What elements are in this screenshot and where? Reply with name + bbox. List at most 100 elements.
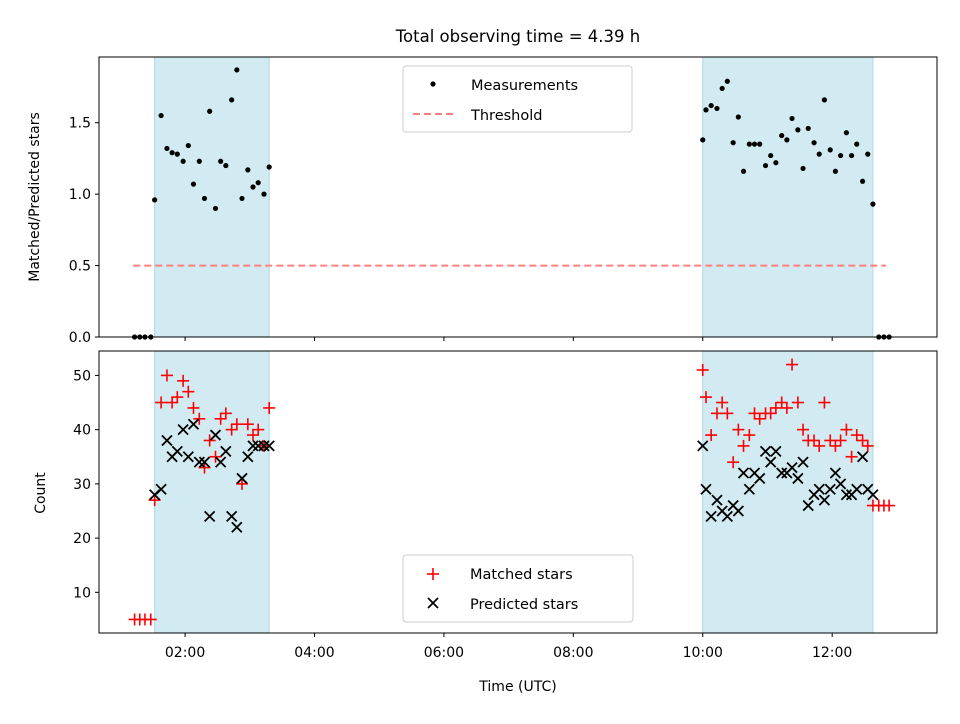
measurement-point [196, 158, 202, 164]
predicted-marker-stroke [856, 451, 869, 463]
predicted-marker-stroke [732, 505, 744, 517]
matched-star-marker [171, 391, 184, 404]
predicted-marker-stroke [759, 445, 772, 457]
matched-star-marker [236, 477, 249, 490]
observing-spans [154, 56, 874, 338]
matched-star-marker [834, 434, 847, 447]
measurement-point [239, 195, 245, 202]
observing-span [154, 56, 270, 338]
x-tick-label: 06:00 [424, 645, 464, 661]
matched-star-marker [209, 450, 222, 463]
matched-star-marker [791, 396, 804, 409]
predicted-marker-stroke [711, 494, 723, 506]
predicted-marker-stroke [786, 461, 798, 474]
predicted-star-marker [263, 440, 275, 452]
measurement-point [185, 142, 191, 149]
matched-star-marker [203, 434, 216, 447]
predicted-marker-stroke [748, 467, 761, 479]
measurement-point [190, 181, 197, 187]
predicted-star-marker [824, 483, 836, 495]
matched-star-marker [155, 396, 168, 409]
predicted-marker-stroke [226, 510, 238, 523]
predicted-star-marker [776, 467, 788, 479]
threshold-legend-label: Threshold [470, 108, 542, 124]
ratio-legend-box [402, 65, 633, 133]
predicted-marker-stroke [236, 472, 248, 485]
predicted-star-marker [867, 489, 879, 501]
predicted-star-marker [209, 429, 222, 441]
observing-span [702, 56, 874, 338]
matched-star-marker [861, 439, 874, 452]
predicted-marker-stroke [737, 467, 750, 479]
measurement-point [751, 141, 758, 147]
ratio-legend: Measurements Threshold [402, 65, 633, 133]
matched-star-marker [699, 391, 712, 404]
measurement-point [848, 152, 855, 159]
predicted-star-marker [759, 445, 772, 457]
predicted-star-marker [802, 499, 814, 512]
matched-star-marker [775, 396, 788, 409]
matched-star-marker [198, 461, 211, 474]
matched-star-marker [732, 423, 745, 436]
matched-star-marker [241, 418, 254, 431]
matched-star-marker [263, 401, 276, 414]
measurement-point [245, 167, 251, 173]
measurement-point [234, 67, 240, 73]
measurement-point [827, 147, 833, 153]
measurement-point [229, 97, 235, 103]
predicted-star-marker [737, 467, 750, 479]
predicted-marker-stroke [182, 451, 194, 463]
predicted-marker-stroke [824, 483, 836, 495]
predicted-star-marker [851, 483, 863, 495]
predicted-star-marker [705, 510, 717, 523]
ratio-y-ticks: 0.0 0.5 1.0 1.5 [69, 116, 99, 346]
predicted-marker-stroke [851, 483, 863, 495]
predicted-star-marker [732, 505, 744, 517]
measurement-point [201, 195, 208, 202]
x-tick-label: 10:00 [683, 645, 723, 661]
measurement-point [714, 105, 720, 112]
predicted-legend-marker [427, 597, 439, 609]
ratio-axes-frame [98, 56, 938, 338]
predicted-star-marker [155, 483, 167, 495]
matched-star-marker [716, 396, 729, 409]
predicted-marker-stroke [834, 478, 847, 490]
predicted-marker-stroke [247, 440, 259, 452]
y-tick-label: 50 [73, 368, 91, 384]
predicted-star-marker [247, 440, 259, 452]
matched-star-marker [813, 439, 826, 452]
measurement-point [805, 125, 811, 132]
matched-star-marker [850, 429, 863, 442]
predicted-star-marker [204, 510, 216, 523]
x-tick-label: 12:00 [812, 645, 852, 661]
predicted-marker-stroke [818, 494, 831, 506]
matched-star-marker [219, 407, 232, 420]
predicted-marker-stroke [193, 456, 205, 468]
matched-star-markers [128, 358, 896, 626]
observing-span [154, 350, 270, 634]
matched-legend-marker [427, 568, 439, 580]
predicted-marker-stroke [231, 521, 243, 533]
matched-star-marker [182, 385, 195, 398]
predicted-star-marker [161, 434, 173, 447]
matched-star-marker [840, 423, 853, 436]
predicted-star-marker [792, 472, 804, 485]
measurement-point [832, 168, 839, 174]
measurement-point [795, 127, 801, 133]
y-tick-label: 40 [73, 423, 91, 439]
y-tick-label: 1.5 [69, 116, 91, 132]
measurement-point [870, 201, 876, 207]
count-panel: 10 20 30 40 50 02:00 04:00 06:00 08:00 10:00 12:0… [33, 350, 938, 695]
predicted-star-marker [231, 521, 243, 533]
predicted-star-marker [813, 483, 825, 495]
measurement-point [174, 151, 180, 157]
matched-star-marker [845, 450, 858, 463]
measurement-point [719, 85, 725, 92]
predicted-star-marker [236, 472, 248, 485]
predicted-star-marker [242, 451, 254, 463]
count-axes-frame [98, 350, 938, 634]
predicted-star-marker [193, 456, 205, 468]
y-tick-label: 30 [73, 477, 91, 493]
predicted-marker-stroke [765, 456, 777, 468]
x-tick-label: 02:00 [165, 645, 205, 661]
